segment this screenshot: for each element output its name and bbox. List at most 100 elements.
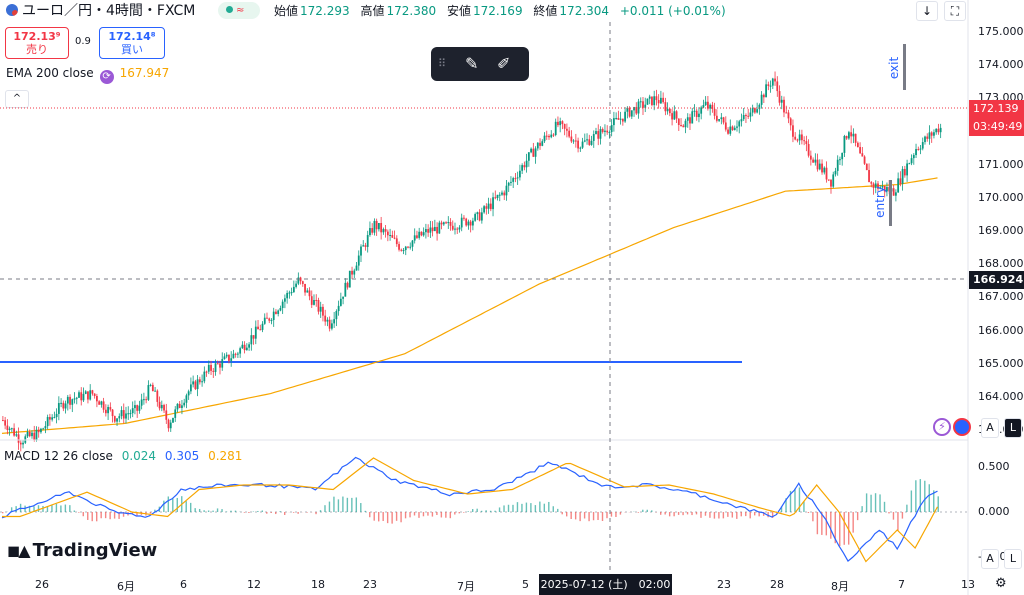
tradingview-logo[interactable]: ◼▲ TradingView [7, 540, 157, 561]
candle-body [373, 220, 376, 233]
candle-body [120, 410, 123, 417]
candle-body [480, 212, 483, 221]
log-scale-button[interactable]: L [1004, 418, 1022, 438]
candle-body [178, 403, 181, 408]
candle-body [848, 132, 850, 139]
macd-histogram-bar [113, 512, 116, 519]
sell-button[interactable]: 172.13⁹ 売り [5, 27, 69, 59]
candle-body [277, 310, 280, 314]
macd-histogram-bar [700, 512, 702, 518]
macd-histogram-bar [431, 512, 434, 517]
candle-body [561, 121, 564, 124]
macd-histogram-bar [762, 512, 765, 516]
candle-body [494, 197, 497, 199]
macd-legend[interactable]: MACD 12 26 close 0.024 0.305 0.281 [4, 449, 242, 463]
candle-body [825, 167, 828, 180]
candle-body [510, 181, 512, 183]
candle-body [187, 391, 190, 396]
ema-legend[interactable]: EMA 200 close ⟳ 167.947 [6, 66, 169, 84]
macd-histogram-bar [933, 490, 935, 512]
buy-button[interactable]: 172.14⁸ 買い [99, 27, 165, 59]
candle-body [445, 222, 447, 224]
settings-badge-icon[interactable] [953, 418, 971, 436]
candle-body [71, 399, 74, 405]
candle-body [4, 420, 7, 426]
macd-histogram-bar [601, 512, 604, 521]
candle-body [344, 282, 347, 297]
candle-body [248, 344, 250, 348]
candle-body [760, 94, 763, 105]
candle-body [33, 432, 36, 440]
macd-histogram-bar [803, 501, 805, 512]
candle-body [577, 140, 579, 149]
candle-body [438, 222, 441, 234]
macd-histogram-bar [848, 512, 850, 545]
macd-histogram-bar [861, 506, 863, 512]
low-label: 安値 [446, 4, 471, 18]
candle-body [722, 117, 725, 123]
brush-icon[interactable]: ✎ [465, 54, 479, 73]
macd-histogram-bar [489, 510, 492, 512]
candle-body [257, 326, 259, 330]
highlighter-icon[interactable]: ✐ [497, 54, 511, 73]
macd-histogram-bar [870, 494, 872, 512]
refresh-icon[interactable]: ⟳ [99, 70, 114, 84]
macd-histogram-bar [476, 508, 478, 512]
candle-body [651, 96, 653, 106]
candle-body [850, 132, 853, 137]
auto-scale-button[interactable]: A [981, 418, 999, 438]
drag-handle-icon[interactable]: ⠿ [438, 57, 447, 70]
candle-body [342, 296, 344, 299]
candle-body [769, 85, 772, 87]
candle-body [362, 245, 365, 247]
macd-histogram-bar [480, 510, 483, 512]
macd-histogram-bar [445, 512, 447, 518]
download-icon[interactable]: ↓ [916, 1, 938, 21]
macd-log-scale-button[interactable]: L [1004, 549, 1022, 569]
macd-histogram-bar [221, 509, 223, 512]
candle-body [270, 320, 273, 322]
macd-histogram-bar [830, 512, 832, 539]
candle-body [787, 112, 790, 119]
macd-histogram-bar [386, 512, 389, 524]
time-tick-label: 23 [717, 578, 731, 591]
price-tick-label: 171.000 [978, 157, 1024, 171]
candle-body [895, 192, 897, 196]
lightning-icon[interactable]: ⚡ [933, 418, 951, 436]
settings-gear-icon[interactable]: ⚙ [995, 576, 1007, 591]
candle-body [266, 317, 268, 319]
collapse-legend-button[interactable]: ^ [5, 90, 29, 108]
macd-histogram-bar [570, 512, 572, 519]
macd-auto-scale-button[interactable]: A [981, 549, 999, 569]
candle-body [335, 311, 338, 320]
candle-body [550, 134, 553, 138]
price-tick-label: 167.000 [978, 290, 1024, 304]
candle-body [149, 384, 152, 386]
candle-body [393, 237, 396, 239]
candle-body [619, 118, 622, 120]
market-status-badge[interactable]: ≈ [218, 2, 260, 19]
macd-histogram-bar [767, 512, 769, 518]
candle-body [664, 102, 667, 112]
candle-body [355, 265, 358, 271]
macd-histogram-bar [897, 512, 899, 531]
candle-body [467, 221, 470, 226]
candle-body [427, 229, 430, 233]
macd-histogram-bar [673, 512, 675, 517]
candle-body [118, 416, 121, 419]
candle-body [774, 78, 776, 82]
candle-body [203, 371, 206, 382]
candle-body [675, 111, 678, 119]
macd-histogram-bar [516, 502, 519, 512]
candle-body [163, 404, 165, 411]
macd-histogram-bar [404, 512, 407, 519]
symbol-title[interactable]: ユーロ／円・4時間・FXCM [6, 0, 195, 22]
macd-histogram-bar [588, 512, 590, 522]
candle-body [351, 270, 353, 275]
candle-body [42, 428, 45, 430]
candle-body [861, 153, 864, 157]
macd-histogram-bar [816, 512, 819, 535]
candle-body [411, 240, 414, 247]
fullscreen-icon[interactable]: ⛶ [944, 1, 966, 21]
